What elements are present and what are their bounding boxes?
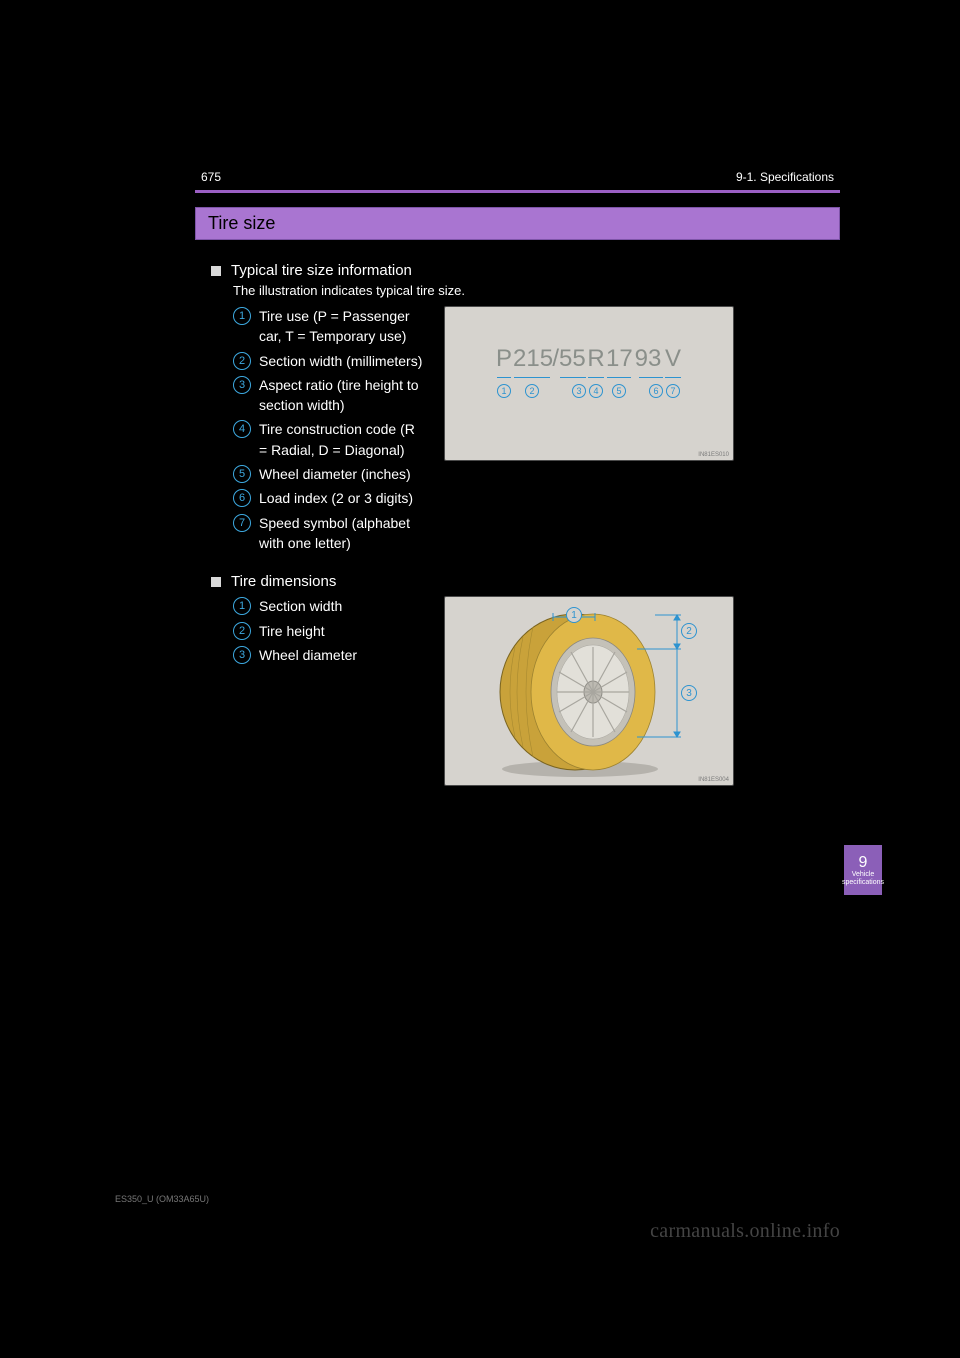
list-item: 1 Section width (233, 596, 426, 616)
code-text: V (664, 345, 682, 373)
number-circle-icon: 3 (233, 376, 251, 394)
underline (497, 377, 511, 378)
item-text: Tire construction code (R = Radial, D = … (259, 419, 426, 460)
list-item: 3 Aspect ratio (tire height to section wi… (233, 375, 426, 416)
code-segment: 17 5 (606, 345, 632, 398)
bullet-square-icon (211, 577, 221, 587)
diagram-id: IN81ES004 (698, 777, 729, 783)
doc-code: ES350_U (OM33A65U) (115, 1194, 209, 1204)
item-text: Wheel diameter (inches) (259, 464, 411, 484)
item-text: Section width (259, 596, 342, 616)
number-circle-icon: 2 (233, 352, 251, 370)
diagram-id: IN81ES010 (698, 452, 729, 458)
subhead: Typical tire size information (211, 262, 840, 279)
number-circle-icon: 4 (589, 384, 603, 398)
chapter-number: 9 (859, 854, 868, 872)
sub-description: The illustration indicates typical tire … (233, 283, 840, 298)
number-circle-icon: 6 (649, 384, 663, 398)
number-circle-icon: 1 (233, 307, 251, 325)
code-text: 215 (513, 345, 551, 373)
item-list: 1 Tire use (P = Passenger car, T = Tempor… (211, 306, 426, 557)
underline (639, 377, 663, 378)
list-item: 1 Tire use (P = Passenger car, T = Tempor… (233, 306, 426, 347)
list-item: 5 Wheel diameter (inches) (233, 464, 426, 484)
number-circle-icon: 2 (233, 622, 251, 640)
page-number: 675 (201, 170, 221, 184)
watermark: carmanuals.online.info (650, 1220, 840, 1243)
item-text: Wheel diameter (259, 645, 357, 665)
divider (195, 190, 840, 193)
code-text: 17 (606, 345, 632, 373)
code-segment: V7 (664, 345, 682, 398)
number-circle-icon: 1 (233, 597, 251, 615)
chapter-label: Vehicle specifications (842, 871, 884, 886)
item-text: Tire height (259, 621, 325, 641)
number-circle-icon: 4 (233, 420, 251, 438)
number-circle-icon: 3 (572, 384, 586, 398)
page-header: 675 9-1. Specifications (195, 170, 840, 184)
code-text: P (496, 345, 512, 373)
code-segment: R4 (587, 345, 605, 398)
item-text: Aspect ratio (tire height to section wid… (259, 375, 426, 416)
number-circle-icon: 3 (233, 646, 251, 664)
underline (665, 377, 681, 378)
list-item: 6 Load index (2 or 3 digits) (233, 488, 426, 508)
number-circle-icon: 7 (233, 514, 251, 532)
code-segment: /55 3 (552, 345, 586, 398)
underline (588, 377, 604, 378)
number-circle-icon: 2 (525, 384, 539, 398)
underline (607, 377, 631, 378)
subhead-text: Typical tire size information (231, 262, 412, 279)
subsection-dimensions: Tire dimensions 1 Section width 2 Tire heig… (195, 573, 840, 786)
list-item: 4 Tire construction code (R = Radial, D =… (233, 419, 426, 460)
chapter-tab: 9 Vehicle specifications (844, 845, 882, 895)
code-segment: P1 (496, 345, 512, 398)
tire-code-diagram: P12152/553R4175 936V7 IN81ES010 (444, 306, 734, 461)
code-segment: 93 6 (633, 345, 663, 398)
section-title: Tire size (195, 207, 840, 240)
subsection-typical: Typical tire size information The illust… (195, 262, 840, 557)
code-segment: 215 2 (513, 345, 551, 398)
list-item: 7 Speed symbol (alphabet with one letter) (233, 513, 426, 554)
subhead-text: Tire dimensions (231, 573, 336, 590)
bullet-square-icon (211, 266, 221, 276)
number-circle-icon: 6 (233, 489, 251, 507)
tire-dimensions-diagram: 1 2 3 IN81ES004 (444, 596, 734, 786)
code-text: R (587, 345, 605, 373)
subhead: Tire dimensions (211, 573, 840, 590)
item-text: Load index (2 or 3 digits) (259, 488, 413, 508)
item-list: 1 Section width 2 Tire height 3 Wheel diamete… (211, 596, 426, 786)
breadcrumb: 9-1. Specifications (736, 170, 834, 184)
number-circle-icon: 5 (612, 384, 626, 398)
code-text: /55 (552, 345, 586, 373)
item-text: Section width (millimeters) (259, 351, 422, 371)
underline (560, 377, 586, 378)
number-circle-icon: 7 (666, 384, 680, 398)
item-text: Speed symbol (alphabet with one letter) (259, 513, 426, 554)
list-item: 2 Tire height (233, 621, 426, 641)
code-text: 93 (633, 345, 663, 373)
list-item: 2 Section width (millimeters) (233, 351, 426, 371)
underline (514, 377, 550, 378)
number-circle-icon: 1 (497, 384, 511, 398)
number-circle-icon: 5 (233, 465, 251, 483)
list-item: 3 Wheel diameter (233, 645, 426, 665)
item-text: Tire use (P = Passenger car, T = Tempora… (259, 306, 426, 347)
